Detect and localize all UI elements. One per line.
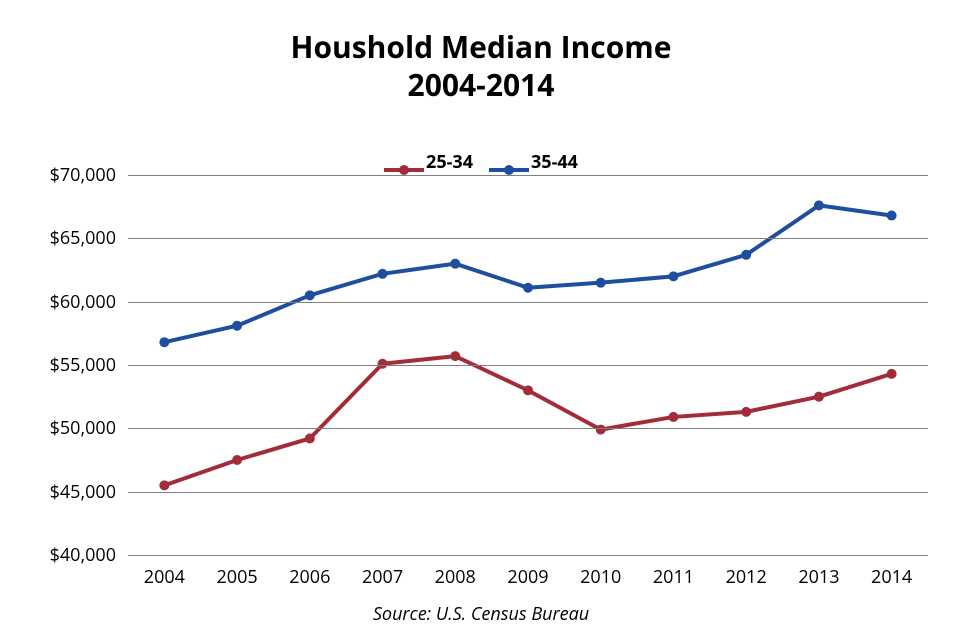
series-marker-35-44: [305, 290, 315, 300]
x-tick-label: 2014: [871, 565, 912, 589]
chart-title: Houshold Median Income 2004-2014: [0, 28, 962, 104]
gridline: [128, 428, 928, 429]
legend-label: 25-34: [426, 150, 473, 174]
x-tick-label: 2004: [144, 565, 185, 589]
series-marker-25-34: [596, 425, 606, 435]
x-tick-label: 2013: [798, 565, 839, 589]
legend-swatch: [489, 157, 529, 167]
series-marker-25-34: [232, 455, 242, 465]
series-marker-35-44: [232, 321, 242, 331]
x-tick-label: 2009: [507, 565, 548, 589]
series-marker-25-34: [378, 359, 388, 369]
series-marker-25-34: [159, 480, 169, 490]
x-tick-label: 2008: [435, 565, 476, 589]
gridline: [128, 238, 928, 239]
legend-swatch: [384, 157, 424, 167]
series-marker-35-44: [741, 250, 751, 260]
series-marker-35-44: [450, 259, 460, 269]
series-line-25-34: [164, 356, 891, 485]
series-marker-25-34: [450, 351, 460, 361]
series-marker-35-44: [668, 271, 678, 281]
y-tick-label: $40,000: [6, 543, 116, 567]
y-tick-label: $50,000: [6, 416, 116, 440]
series-marker-25-34: [305, 433, 315, 443]
gridline: [128, 555, 928, 556]
plot-area: $40,000$45,000$50,000$55,000$60,000$65,0…: [128, 175, 928, 555]
series-marker-25-34: [741, 407, 751, 417]
gridline: [128, 175, 928, 176]
chart-title-line2: 2004-2014: [0, 66, 962, 104]
y-tick-label: $45,000: [6, 480, 116, 504]
chart-container: Houshold Median Income 2004-2014 25-34 35…: [0, 0, 962, 644]
series-marker-35-44: [596, 278, 606, 288]
gridline: [128, 492, 928, 493]
series-marker-25-34: [814, 392, 824, 402]
chart-title-line1: Houshold Median Income: [0, 28, 962, 66]
legend-item-25-34: 25-34: [384, 150, 473, 174]
x-tick-label: 2011: [653, 565, 694, 589]
series-line-35-44: [164, 205, 891, 342]
x-tick-label: 2007: [362, 565, 403, 589]
source-caption: Source: U.S. Census Bureau: [0, 602, 962, 626]
y-tick-label: $70,000: [6, 163, 116, 187]
x-tick-label: 2005: [216, 565, 257, 589]
x-tick-label: 2012: [726, 565, 767, 589]
legend-label: 35-44: [531, 150, 578, 174]
series-marker-25-34: [523, 385, 533, 395]
gridline: [128, 365, 928, 366]
series-marker-35-44: [814, 200, 824, 210]
series-marker-35-44: [887, 211, 897, 221]
y-tick-label: $65,000: [6, 226, 116, 250]
gridline: [128, 302, 928, 303]
series-marker-35-44: [378, 269, 388, 279]
series-marker-25-34: [887, 369, 897, 379]
y-tick-label: $60,000: [6, 290, 116, 314]
series-marker-35-44: [523, 283, 533, 293]
x-tick-label: 2010: [580, 565, 621, 589]
legend-item-35-44: 35-44: [489, 150, 578, 174]
y-tick-label: $55,000: [6, 353, 116, 377]
series-marker-25-34: [668, 412, 678, 422]
x-tick-label: 2006: [289, 565, 330, 589]
series-marker-35-44: [159, 337, 169, 347]
